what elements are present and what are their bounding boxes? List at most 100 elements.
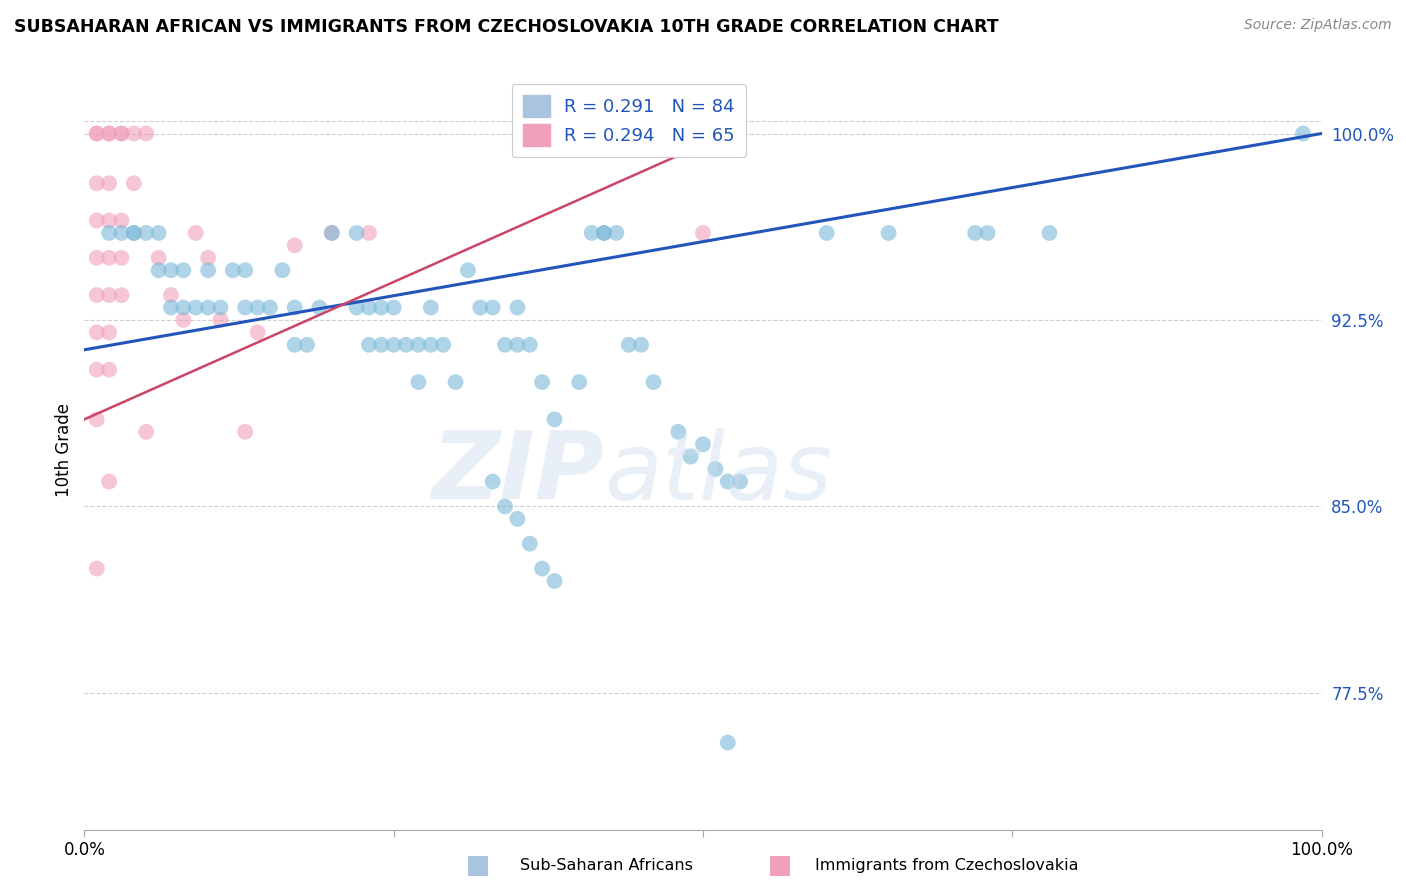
Point	[593, 226, 616, 240]
Point	[110, 213, 132, 227]
Point	[86, 127, 108, 141]
Point	[666, 425, 689, 439]
Point	[481, 301, 503, 315]
Text: Source: ZipAtlas.com: Source: ZipAtlas.com	[1244, 18, 1392, 32]
Point	[148, 226, 170, 240]
Point	[506, 301, 529, 315]
Point	[506, 338, 529, 352]
Legend: R = 0.291   N = 84, R = 0.294   N = 65: R = 0.291 N = 84, R = 0.294 N = 65	[512, 84, 745, 157]
Text: atlas: atlas	[605, 427, 832, 519]
Point	[222, 263, 245, 277]
Point	[86, 326, 108, 340]
Point	[531, 375, 554, 389]
Point	[965, 226, 987, 240]
Point	[110, 226, 132, 240]
Point	[197, 263, 219, 277]
Point	[470, 301, 492, 315]
Point	[419, 301, 441, 315]
Point	[444, 375, 467, 389]
Point	[704, 462, 727, 476]
Point	[98, 176, 121, 190]
Point	[209, 313, 232, 327]
Point	[184, 301, 207, 315]
Point	[160, 301, 183, 315]
Point	[135, 425, 157, 439]
Point	[110, 251, 132, 265]
Point	[395, 338, 418, 352]
Point	[357, 338, 380, 352]
Point	[593, 226, 616, 240]
Point	[408, 338, 430, 352]
Point	[122, 226, 145, 240]
Point	[135, 226, 157, 240]
Point	[568, 375, 591, 389]
Point	[98, 213, 121, 227]
Point	[110, 127, 132, 141]
Point	[135, 127, 157, 141]
Point	[246, 301, 269, 315]
Point	[148, 263, 170, 277]
Point	[630, 338, 652, 352]
Point	[346, 301, 368, 315]
Point	[370, 338, 392, 352]
Point	[284, 238, 307, 252]
Text: Sub-Saharan Africans: Sub-Saharan Africans	[520, 858, 693, 872]
Point	[160, 288, 183, 302]
Point	[122, 226, 145, 240]
Point	[184, 226, 207, 240]
Point	[357, 226, 380, 240]
Point	[86, 561, 108, 575]
Point	[357, 301, 380, 315]
Point	[717, 475, 740, 489]
Point	[172, 313, 194, 327]
Point	[494, 338, 516, 352]
Point	[86, 362, 108, 376]
Point	[976, 226, 998, 240]
Point	[432, 338, 454, 352]
Point	[321, 226, 343, 240]
Point	[346, 226, 368, 240]
Point	[233, 425, 256, 439]
Point	[86, 251, 108, 265]
Point	[506, 512, 529, 526]
Point	[284, 338, 307, 352]
Point	[284, 301, 307, 315]
Point	[86, 288, 108, 302]
Text: SUBSAHARAN AFRICAN VS IMMIGRANTS FROM CZECHOSLOVAKIA 10TH GRADE CORRELATION CHAR: SUBSAHARAN AFRICAN VS IMMIGRANTS FROM CZ…	[14, 18, 998, 36]
Point	[519, 338, 541, 352]
Point	[1292, 127, 1315, 141]
Point	[160, 263, 183, 277]
Point	[481, 475, 503, 489]
Point	[382, 301, 405, 315]
Point	[1038, 226, 1060, 240]
Point	[98, 127, 121, 141]
Point	[408, 375, 430, 389]
Point	[110, 288, 132, 302]
Point	[110, 127, 132, 141]
Point	[692, 226, 714, 240]
Point	[815, 226, 838, 240]
Point	[679, 450, 702, 464]
Point	[98, 251, 121, 265]
Point	[98, 362, 121, 376]
Point	[382, 338, 405, 352]
Point	[246, 326, 269, 340]
Point	[643, 375, 665, 389]
Point	[86, 176, 108, 190]
Point	[692, 437, 714, 451]
Point	[259, 301, 281, 315]
Point	[209, 301, 232, 315]
Point	[172, 301, 194, 315]
Point	[543, 574, 565, 588]
Point	[457, 263, 479, 277]
Point	[148, 251, 170, 265]
Text: ZIP: ZIP	[432, 427, 605, 519]
Point	[605, 226, 627, 240]
Point	[519, 537, 541, 551]
Point	[543, 412, 565, 426]
Point	[98, 475, 121, 489]
Y-axis label: 10th Grade: 10th Grade	[55, 403, 73, 498]
Point	[370, 301, 392, 315]
Point	[86, 127, 108, 141]
Point	[531, 561, 554, 575]
